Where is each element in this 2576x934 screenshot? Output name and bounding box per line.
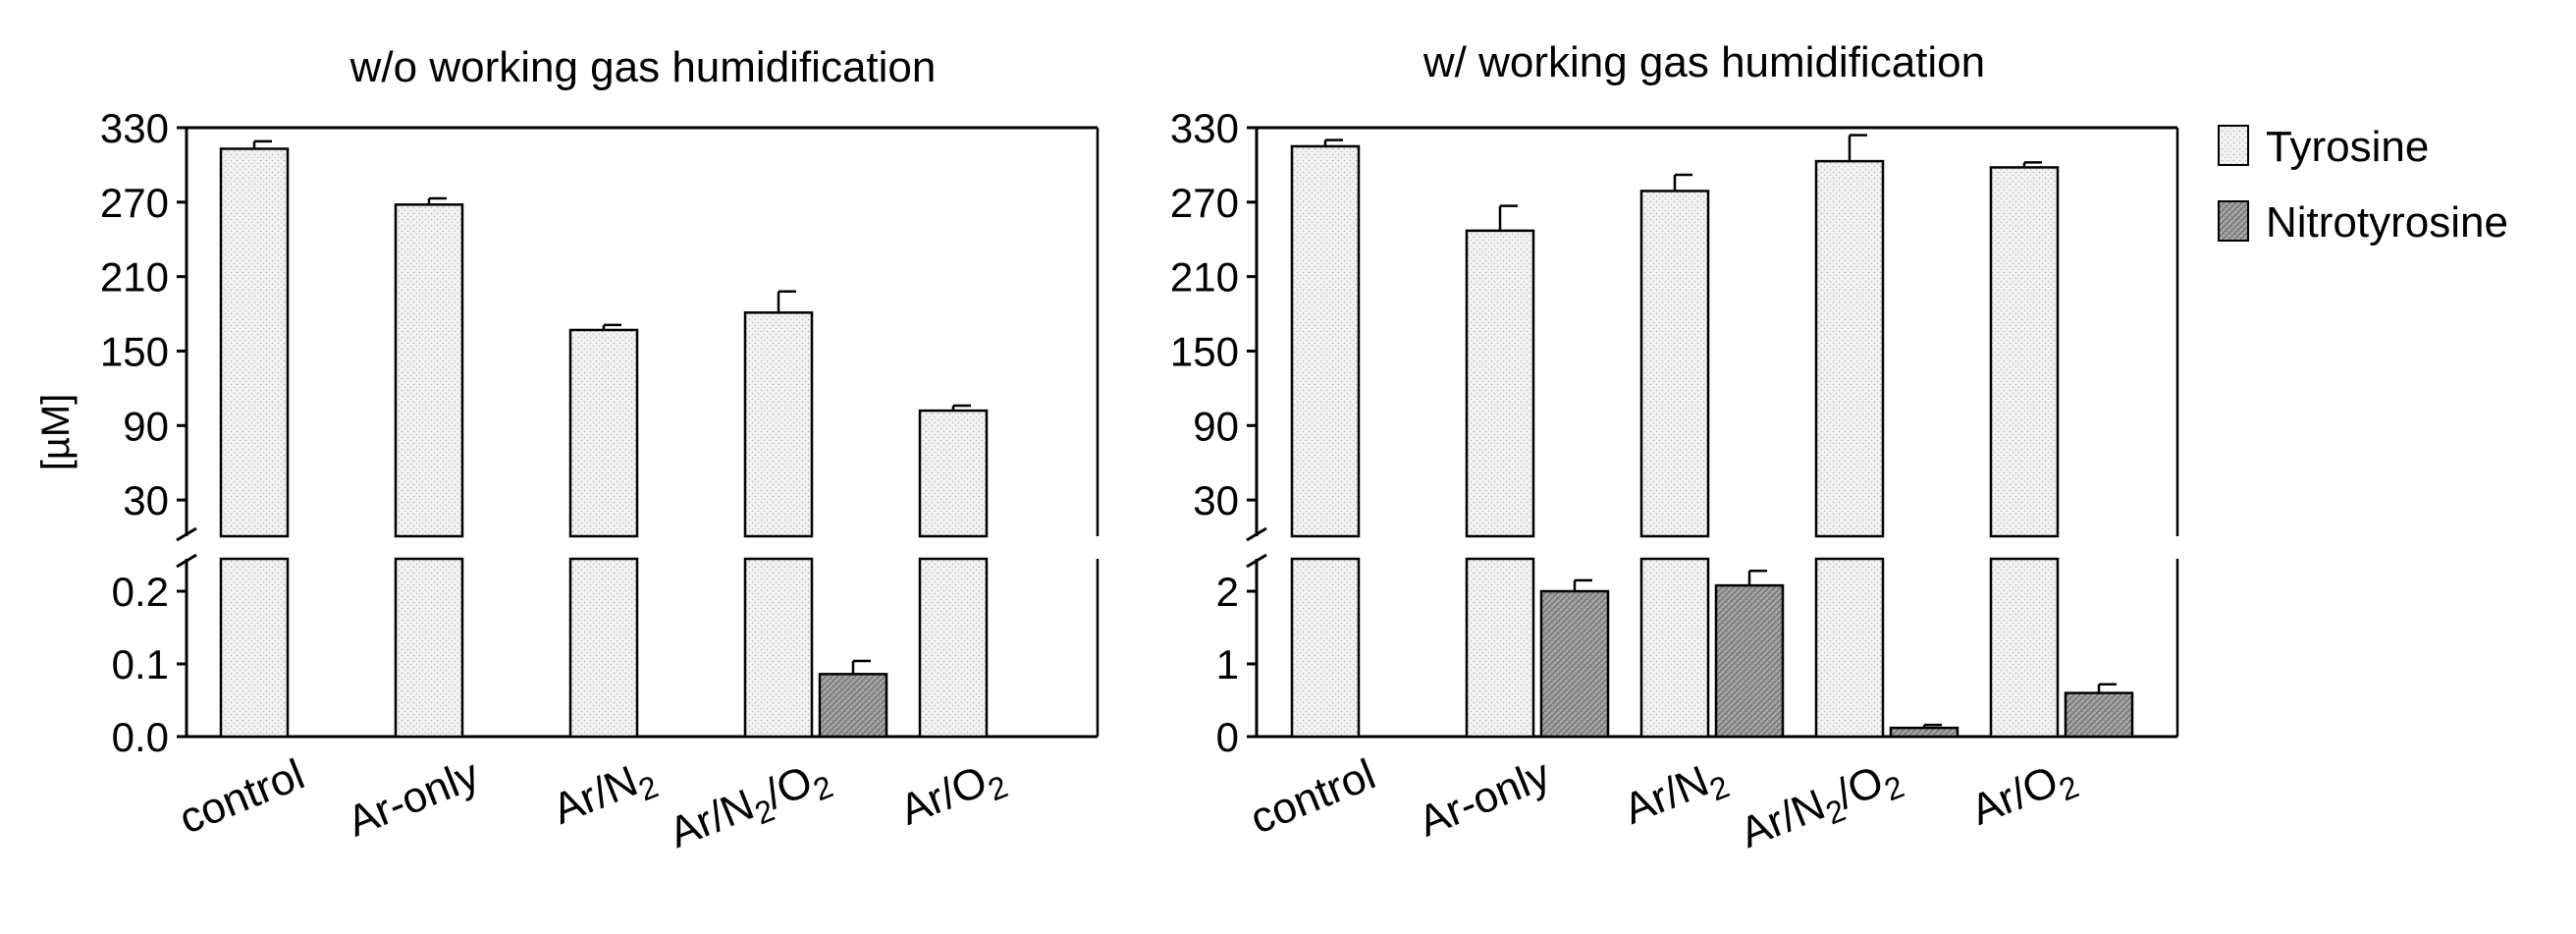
y-tick-label: 0 [1216, 714, 1239, 760]
bar-nitrotyrosine [1714, 583, 1785, 739]
bar-tyrosine-lower [1465, 557, 1535, 739]
x-tick-label: Ar/N2/O2 [1734, 750, 1909, 864]
y-tick-label: 150 [100, 328, 169, 374]
bar-tyrosine-lower [918, 557, 989, 739]
y-tick-label: 90 [1193, 403, 1239, 449]
y-tick-label: 150 [1170, 328, 1239, 374]
y-tick-label: 330 [1170, 105, 1239, 151]
bar-tyrosine-lower [1639, 557, 1710, 739]
axis-break-mark [176, 553, 197, 569]
bar-tyrosine [918, 409, 989, 538]
y-tick-label: 270 [1170, 180, 1239, 226]
x-tick-label: Ar/O2 [893, 750, 1012, 841]
bar-nitrotyrosine [2064, 691, 2134, 739]
y-tick-label: 1 [1216, 641, 1239, 687]
y-tick-label: 0.2 [112, 569, 169, 615]
bar-tyrosine [1989, 166, 2060, 538]
bar-tyrosine [1814, 159, 1885, 538]
y-tick-label: 0.1 [112, 641, 169, 687]
x-tick-label: Ar/N2 [1617, 750, 1734, 841]
axis-break-mark [176, 526, 197, 542]
x-tick-label: control [173, 750, 311, 844]
bar-tyrosine [219, 147, 290, 538]
bar-tyrosine-lower [743, 557, 814, 739]
chart-title: w/o working gas humidification [349, 43, 937, 91]
bar-tyrosine-lower [1989, 557, 2060, 739]
bar-tyrosine [1290, 144, 1361, 538]
bar-nitrotyrosine [818, 673, 888, 739]
legend-swatch-tyrosine [2218, 125, 2249, 166]
y-tick-label: 30 [1193, 477, 1239, 523]
y-tick-label: 210 [100, 254, 169, 301]
legend-label-tyrosine: Tyrosine [2266, 123, 2429, 171]
x-tick-label: Ar-only [341, 750, 486, 847]
x-tick-label: Ar-only [1412, 750, 1557, 847]
y-tick-label: 270 [100, 180, 169, 226]
y-tick-label: 30 [123, 477, 169, 523]
bar-nitrotyrosine [1539, 589, 1610, 739]
axis-break-mark [1246, 526, 1267, 542]
x-tick-label: control [1244, 750, 1382, 844]
bar-tyrosine [1465, 229, 1535, 538]
y-tick-label: 330 [100, 105, 169, 151]
x-tick-label: Ar/O2 [1964, 750, 2083, 841]
legend-label-nitrotyrosine: Nitrotyrosine [2266, 198, 2508, 247]
bar-tyrosine-lower [1290, 557, 1361, 739]
chart-panel-without-humidification: w/o working gas humidification [µM] 30 90 15… [34, 43, 1100, 864]
bar-tyrosine [568, 328, 639, 538]
y-tick-label: 90 [123, 403, 169, 449]
y-axis-label: [µM] [34, 394, 78, 471]
y-tick-label: 2 [1216, 569, 1239, 615]
bar-tyrosine [743, 311, 814, 538]
bar-tyrosine [1639, 190, 1710, 538]
bar-tyrosine-lower [219, 557, 290, 739]
x-tick-label: Ar/N2 [546, 750, 663, 841]
bar-tyrosine-lower [394, 557, 464, 739]
y-tick-label: 0.0 [112, 714, 169, 760]
axis-break-mark [1246, 553, 1267, 569]
bar-tyrosine-lower [1814, 557, 1885, 739]
bar-tyrosine-lower [568, 557, 639, 739]
legend: Tyrosine Nitrotyrosine [2218, 123, 2508, 247]
x-tick-label: Ar/N2/O2 [663, 750, 838, 864]
chart-title: w/ working gas humidification [1422, 38, 1985, 86]
bar-nitrotyrosine [1889, 726, 1959, 739]
chart-panel-with-humidification: w/ working gas humidification30901502102… [1170, 38, 2179, 864]
legend-swatch-nitrotyrosine [2218, 200, 2249, 242]
bar-tyrosine [394, 203, 464, 538]
y-tick-label: 210 [1170, 254, 1239, 301]
